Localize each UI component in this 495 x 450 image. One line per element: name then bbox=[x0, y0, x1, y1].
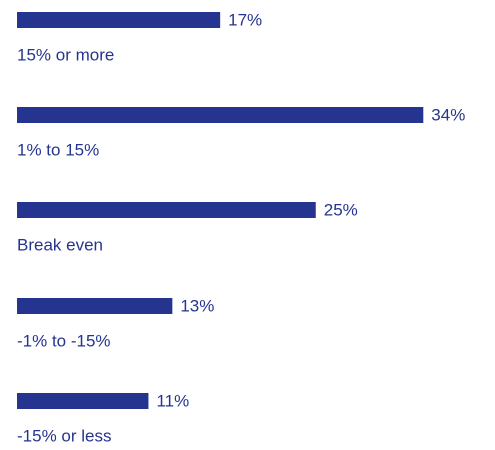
category-label: 15% or more bbox=[17, 45, 114, 64]
bar bbox=[17, 12, 221, 28]
category-label: Break even bbox=[17, 235, 103, 254]
bar bbox=[17, 393, 149, 409]
category-label: -15% or less bbox=[17, 426, 111, 445]
bar bbox=[17, 107, 424, 123]
value-label: 25% bbox=[324, 200, 358, 219]
value-label: 11% bbox=[156, 391, 189, 410]
value-label: 13% bbox=[180, 296, 214, 315]
bar bbox=[17, 202, 316, 218]
value-label: 34% bbox=[431, 105, 465, 124]
category-label: -1% to -15% bbox=[17, 331, 111, 350]
bar bbox=[17, 298, 173, 314]
value-label: 17% bbox=[228, 10, 262, 29]
category-label: 1% to 15% bbox=[17, 140, 99, 159]
